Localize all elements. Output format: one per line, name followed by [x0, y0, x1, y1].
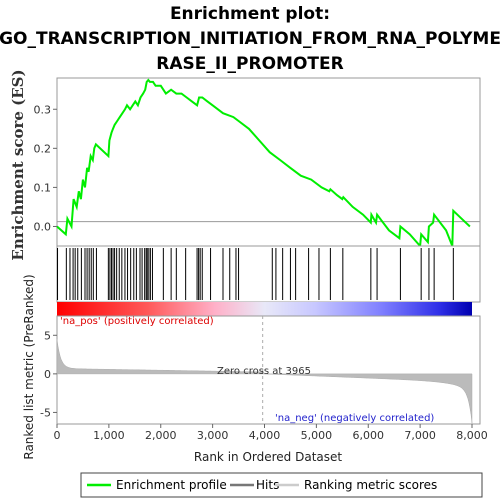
legend-profile-label: Enrichment profile — [116, 478, 227, 492]
ranking-metric-area — [56, 339, 473, 424]
x-tick-label: 6,000 — [353, 429, 385, 442]
es-y-tick-label: 0.1 — [34, 181, 52, 194]
chart-title-line-1: Enrichment plot: — [170, 4, 330, 24]
legend-metric-label: Ranking metric scores — [304, 478, 437, 492]
chart-title-line-3: RASE_II_PROMOTER — [156, 54, 343, 74]
rank-color-bar — [57, 302, 472, 316]
es-y-tick-label: 0.2 — [34, 142, 52, 155]
x-tick-label: 5,000 — [301, 429, 333, 442]
metric-y-tick-label: -5 — [40, 406, 51, 419]
legend-hits-label: Hits — [256, 478, 279, 492]
zero-cross-label: Zero cross at 3965 — [217, 366, 311, 377]
x-axis: 0 1,000 2,000 3,000 4,000 5,000 6,000 7,000 8,00… — [54, 424, 488, 442]
metric-y-tick-label: 0 — [44, 368, 51, 381]
chart-title-line-2: GO_TRANSCRIPTION_INITIATION_FROM_RNA_POL… — [0, 29, 500, 49]
x-tick-label: 7,000 — [404, 429, 436, 442]
metric-y-axis-label: Ranked list metric (PreRanked) — [22, 274, 36, 459]
x-tick-label: 8,000 — [456, 429, 488, 442]
es-y-axis-label: Enrichment score (ES) — [9, 69, 27, 260]
metric-y-axis: -5 0 5 — [40, 329, 57, 419]
x-tick-label: 4,000 — [249, 429, 281, 442]
hits-panel-frame — [56, 245, 481, 303]
x-axis-label: Rank in Ordered Dataset — [194, 450, 342, 464]
es-panel-frame — [56, 77, 481, 247]
x-tick-label: 3,000 — [197, 429, 229, 442]
x-tick-label: 1,000 — [93, 429, 125, 442]
metric-y-tick-label: 5 — [44, 329, 51, 342]
x-tick-label: 2,000 — [145, 429, 177, 442]
x-tick-label: 0 — [54, 429, 61, 442]
pos-correlated-label: 'na_pos' (positively correlated) — [60, 316, 214, 327]
neg-correlated-label: 'na_neg' (negatively correlated) — [275, 413, 434, 424]
legend: Enrichment profile Hits Ranking metric s… — [80, 472, 483, 498]
es-y-tick-label: 0.0 — [34, 220, 52, 233]
hits-marks — [57, 248, 454, 300]
es-y-tick-label: 0.3 — [34, 103, 52, 116]
es-y-axis: 0.0 0.1 0.2 0.3 — [34, 103, 57, 233]
enrichment-profile-line — [56, 78, 471, 249]
